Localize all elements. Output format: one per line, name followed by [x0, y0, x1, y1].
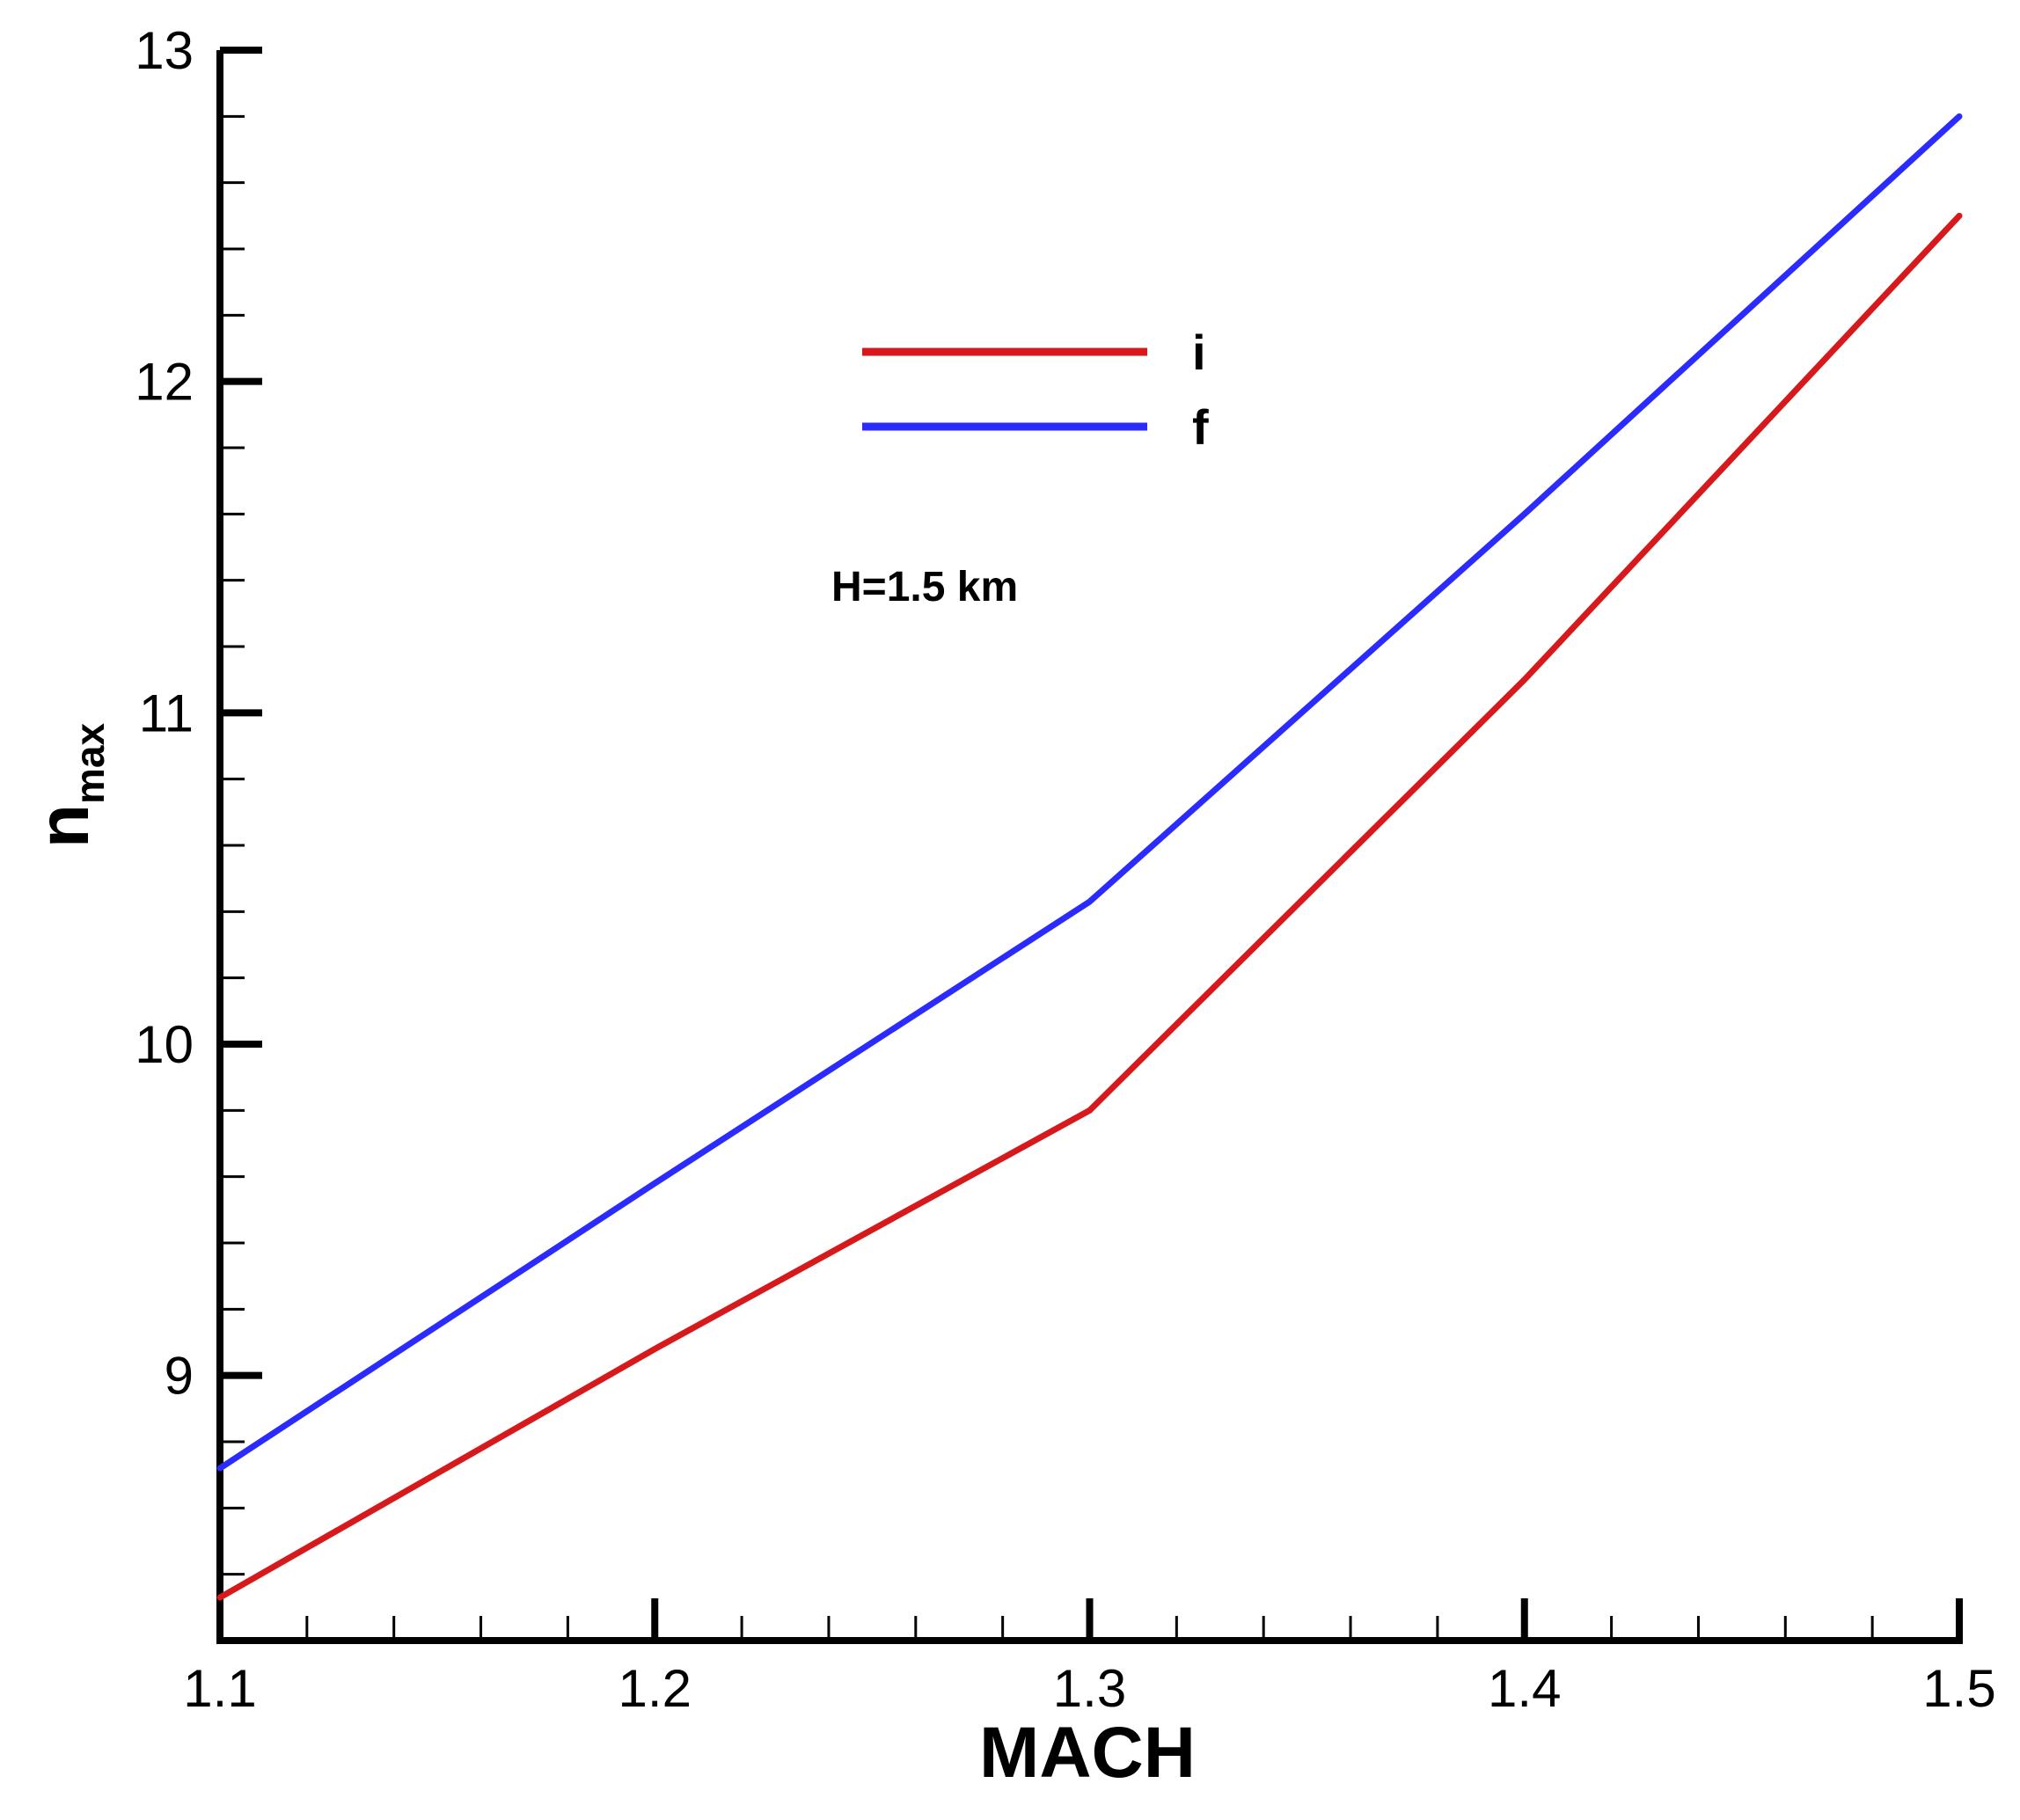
- series-lines: [216, 113, 1963, 1601]
- y-axis-title-subscript: max: [67, 723, 113, 804]
- svg-text:nmax: nmax: [24, 723, 113, 849]
- y-tick-label: 10: [135, 1015, 194, 1074]
- series-line-f: [216, 113, 1963, 1472]
- x-tick-label: 1.5: [1922, 1659, 1995, 1718]
- axes: [216, 50, 1963, 1644]
- altitude-annotation: H=1.5 km: [831, 564, 1018, 610]
- y-tick-label: 11: [139, 683, 194, 742]
- ticks: 1.1 1.2 1.3 1.4 1.5 9 10 11 12 13: [135, 21, 1995, 1718]
- x-tick-label: 1.2: [618, 1659, 692, 1718]
- y-tick-label: 13: [135, 21, 194, 80]
- x-axis-title: MACH: [979, 1713, 1196, 1793]
- y-tick-label: 12: [135, 353, 194, 412]
- x-tick-label: 1.1: [183, 1659, 256, 1718]
- legend-label-i: i: [1192, 325, 1206, 380]
- y-tick-label: 9: [165, 1347, 194, 1406]
- y-axis-title-main: n: [24, 804, 104, 848]
- series-line-i: [216, 212, 1963, 1601]
- y-axis-title: nmax: [24, 723, 113, 849]
- legend: i f: [862, 325, 1209, 455]
- legend-label-f: f: [1192, 399, 1209, 455]
- x-tick-label: 1.3: [1053, 1659, 1126, 1718]
- x-tick-label: 1.4: [1488, 1659, 1561, 1718]
